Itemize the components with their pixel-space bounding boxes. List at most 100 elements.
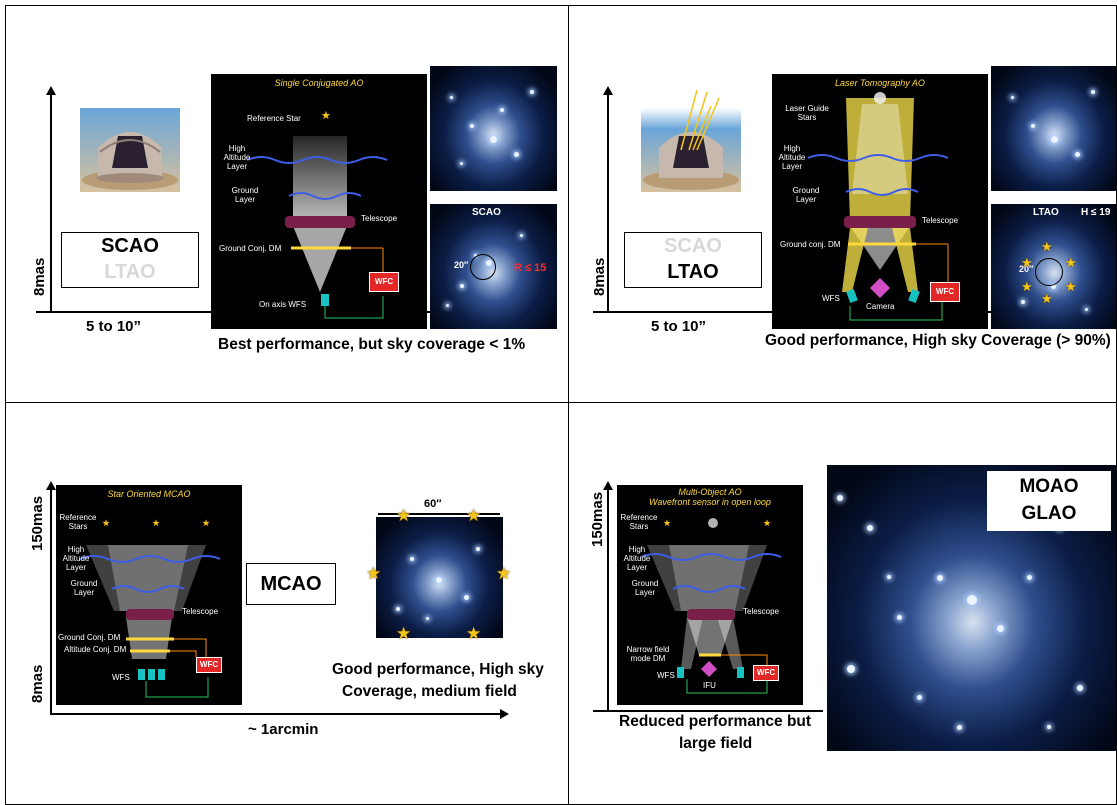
mcao-field-image (376, 517, 503, 638)
high-layer-label: High Altitude Layer (623, 545, 651, 572)
wfc-box: WFC (369, 272, 399, 292)
mode-moao: MOAO (1019, 476, 1079, 497)
field-circle (470, 254, 496, 280)
dm-label: Ground Conj. DM (219, 244, 282, 253)
x-axis (50, 713, 502, 715)
y-axis-arrow (603, 86, 613, 95)
ground-layer-label: Ground Layer (231, 186, 259, 204)
mode-glao: GLAO (1021, 503, 1077, 524)
diagram-title-line2: Wavefront sensor in open loop (649, 497, 771, 507)
mode-scao-dim: SCAO (664, 235, 722, 257)
scao-diagram: Single Conjugated AO ★ Reference Star Hi… (211, 74, 427, 329)
y-axis-bottom-label: 8mas (29, 664, 46, 703)
y-axis-arrow (603, 481, 613, 490)
ltao-panel: 8mas 5 to 10” SCAO LTAO Laser Tomography… (568, 5, 1117, 403)
mcao-beam (79, 545, 221, 698)
y-axis (607, 489, 609, 711)
ground-layer-label: Ground Layer (792, 186, 820, 204)
laser-star-icon: ★ (1041, 239, 1053, 254)
mode-scao: SCAO (101, 235, 159, 257)
y-axis-arrow (46, 86, 56, 95)
wfc-box: WFC (930, 282, 960, 302)
wfs-label: WFS (112, 673, 130, 682)
diagram-title: Laser Tomography AO (835, 78, 925, 88)
wfs-label: WFS (657, 671, 675, 680)
high-layer-label: High Altitude Layer (62, 545, 90, 572)
y-axis-label: 150mas (589, 491, 606, 547)
field-circle (1035, 258, 1063, 286)
telescope-label: Telescope (922, 216, 959, 225)
guide-star-icon: ★ (496, 564, 512, 583)
scao-panel: 8mas 5 to 10” SCAO LTAO Single Conjugate… (5, 5, 569, 403)
field-size: 20″ (454, 260, 469, 270)
diagram-title: Single Conjugated AO (274, 78, 364, 88)
dm2-label: Altitude Conj. DM (64, 645, 127, 654)
y-axis-label: 8mas (31, 257, 48, 296)
ground-layer-label: Ground Layer (631, 579, 659, 597)
dm-label: Narrow field mode DM (626, 645, 670, 663)
ground-layer-label: Ground Layer (70, 579, 98, 597)
reference-star-icon: ★ (152, 518, 161, 528)
field-size: 60″ (424, 498, 442, 510)
ifu-label: IFU (703, 681, 716, 690)
y-axis-arrow (46, 481, 56, 490)
reference-star-icon: ★ (763, 518, 772, 528)
dm-label: Ground conj. DM (780, 240, 841, 249)
field-size: 20″ (1019, 264, 1034, 274)
mode-ltao: LTAO (667, 261, 719, 283)
reference-star-icon: ★ (321, 110, 331, 122)
ltao-beam (807, 92, 949, 321)
mcao-diagram: Star Oriented MCAO Reference Stars ★ ★ ★… (56, 485, 242, 705)
reference-label: Reference Stars (59, 513, 97, 531)
laser-star-icon: ★ (1041, 291, 1053, 306)
y-axis-label: 8mas (591, 257, 608, 296)
camera-label: Camera (866, 302, 895, 311)
guide-star-icon: ★ (366, 564, 382, 583)
mode-mcao: MCAO (260, 573, 322, 595)
telescope-photo (80, 108, 180, 192)
y-axis-top-label: 150mas (29, 495, 46, 551)
image-label: LTAO (1033, 207, 1059, 218)
mode-ltao-dim: LTAO (104, 261, 156, 283)
ltao-corrected-image: LTAO H ≤ 19 20″ ★ ★ ★ ★ ★ ★ (991, 204, 1116, 329)
reference-star-icon: ★ (202, 518, 211, 528)
reference-label: Laser Guide Stars (785, 104, 829, 122)
y-axis (50, 489, 52, 715)
wfs-icon (321, 294, 329, 306)
y-axis (50, 94, 52, 312)
laser-star-icon: ★ (1065, 279, 1077, 294)
open-loop-image (430, 66, 557, 191)
moao-diagram: Multi-Object AO Wavefront sensor in open… (617, 485, 803, 705)
wfc-box: WFC (753, 665, 779, 681)
magnitude-label: H ≤ 19 (1081, 207, 1111, 218)
caption: Best performance, but sky coverage < 1% (218, 336, 526, 353)
laser-star-icon: ★ (1021, 255, 1033, 270)
guide-star-icon: ★ (396, 506, 412, 525)
reference-star-icon: ★ (102, 518, 111, 528)
telescope-label: Telescope (182, 607, 219, 616)
guide-star-icon: ★ (396, 624, 412, 643)
reference-star-icon: ★ (663, 518, 672, 528)
wfc-box: WFC (196, 657, 222, 673)
scao-beam (246, 136, 388, 319)
diagram-title: Star Oriented MCAO (107, 489, 191, 499)
high-layer-label: High Altitude Layer (778, 144, 806, 171)
x-axis-label: 5 to 10” (86, 318, 142, 335)
open-loop-image (991, 66, 1116, 191)
image-label: SCAO (472, 207, 501, 218)
diagram-title-line1: Multi-Object AO (678, 487, 742, 497)
x-axis-label: 5 to 10” (651, 318, 707, 335)
guide-star-icon: ★ (466, 624, 482, 643)
caption-line1: Good performance, High sky (332, 661, 544, 678)
reference-label: Reference Star (247, 114, 301, 123)
ltao-diagram: Laser Tomography AO Laser Guide Stars Hi… (772, 74, 988, 329)
dm1-label: Ground Conj. DM (58, 633, 121, 642)
field-width-arrow (378, 513, 500, 515)
x-axis-label: ~ 1arcmin (248, 721, 319, 738)
wfs-label: WFS (822, 294, 840, 303)
y-axis (607, 94, 609, 312)
mode-box: MCAO (246, 563, 336, 605)
magnitude-label: R ≤ 15 (514, 262, 547, 274)
guide-star-icon: ★ (466, 506, 482, 525)
x-axis (593, 710, 823, 712)
